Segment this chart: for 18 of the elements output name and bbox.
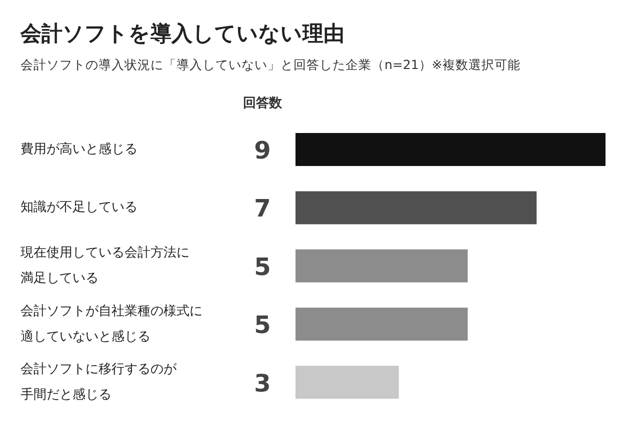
y-tick-label: 会計ソフトが自社業種の様式に適していないと感じる — [20, 304, 202, 344]
bar — [296, 191, 537, 224]
data-label: 5 — [254, 311, 271, 340]
bar — [296, 308, 468, 341]
data-label: 3 — [254, 369, 271, 398]
chart-subtitle: 会計ソフトの導入状況に「導入していない」と回答した企業（n=21）※複数選択可能 — [20, 57, 520, 72]
data-label: 9 — [254, 136, 271, 164]
data-label: 7 — [254, 194, 271, 223]
bar — [296, 366, 399, 399]
y-tick-label: 現在使用している会計方法に満足している — [20, 244, 190, 286]
y-tick-label: 会計ソフトに移行するのが手間だと感じる — [20, 362, 178, 403]
data-label: 5 — [254, 252, 271, 281]
chart-title: 会計ソフトを導入していない理由 — [20, 22, 344, 46]
bar — [296, 249, 468, 282]
bar — [296, 133, 606, 166]
text: 回答数 — [243, 96, 283, 111]
y-tick-label: 知識が不足している — [20, 200, 138, 216]
y-tick-label: 費用が高いと感じる — [20, 141, 138, 157]
